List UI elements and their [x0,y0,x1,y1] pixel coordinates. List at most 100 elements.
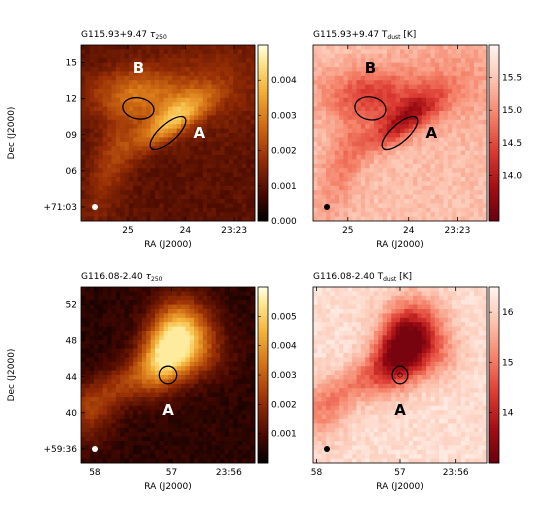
map-pixel [452,93,457,99]
map-pixel [102,53,108,59]
colorbar-step [258,112,268,116]
map-pixel [369,141,375,147]
map-pixel [133,379,138,385]
map-pixel [198,80,204,85]
map-pixel [460,93,466,99]
map-pixel [465,102,470,107]
map-pixel [465,207,470,213]
map-pixel [141,172,147,178]
map-pixel [181,436,186,442]
map-pixel [465,181,470,187]
map-pixel [215,168,221,173]
map-pixel [391,111,397,116]
map-pixel [128,427,134,433]
map-pixel [120,128,125,134]
map-pixel [339,84,344,90]
map-pixel [181,370,186,376]
map-pixel [159,295,165,301]
map-pixel [224,159,230,165]
map-pixel [102,89,108,94]
map-pixel [111,326,117,332]
map-pixel [146,62,151,68]
map-pixel [246,185,252,191]
map-pixel [94,133,99,138]
map-pixel [224,317,230,323]
map-pixel [94,199,99,204]
map-pixel [137,322,143,327]
map-pixel [94,405,99,411]
map-pixel [220,93,225,99]
map-pixel [115,366,121,371]
map-pixel [189,357,195,363]
map-pixel [378,111,383,116]
map-pixel [478,67,484,72]
map-pixel [94,163,99,169]
map-pixel [465,75,470,81]
map-pixel [478,124,484,129]
map-pixel [137,388,143,393]
map-pixel [98,119,104,125]
map-pixel [181,361,186,367]
map-pixel [172,155,178,160]
map-pixel [482,115,488,121]
map-pixel [430,141,436,147]
map-pixel [228,326,234,332]
map-pixel [141,115,147,121]
map-pixel [250,58,256,63]
map-pixel [107,111,112,116]
map-pixel [154,106,160,112]
colorbar-tick-label: 0.003 [271,111,297,121]
map-pixel [224,423,230,429]
map-pixel [460,137,466,143]
map-pixel [250,212,256,217]
map-pixel [111,102,117,107]
map-pixel [250,322,256,327]
map-pixel [246,207,252,213]
map-pixel [172,119,178,125]
map-pixel [120,58,125,63]
map-pixel [434,159,440,165]
map-pixel [85,445,91,451]
map-pixel [120,49,125,55]
map-pixel [159,75,165,81]
map-pixel [85,405,91,411]
map-pixel [181,124,186,129]
map-pixel [81,339,86,345]
map-pixel [417,155,423,160]
map-pixel [386,75,392,81]
map-pixel [176,313,182,319]
map-pixel [81,115,86,121]
map-pixel [124,436,130,442]
map-pixel [456,168,462,173]
map-pixel [439,75,444,81]
map-pixel [439,155,444,160]
map-pixel [141,128,147,134]
map-pixel [198,449,204,455]
map-pixel [124,146,130,151]
map-pixel [202,344,208,349]
map-pixel [107,357,112,363]
map-pixel [198,445,204,451]
map-pixel [85,137,91,143]
map-pixel [408,203,414,209]
map-pixel [250,207,256,213]
map-pixel [330,133,336,138]
map-pixel [141,295,147,301]
map-pixel [478,216,484,222]
map-pixel [421,181,427,187]
map-pixel [81,111,86,116]
map-pixel [198,45,204,50]
map-pixel [250,291,256,297]
map-pixel [456,203,462,209]
map-pixel [347,155,353,160]
map-pixel [159,339,165,345]
map-pixel [382,216,388,222]
map-pixel [189,97,195,103]
map-pixel [207,106,212,112]
map-pixel [124,357,130,363]
map-pixel [233,287,238,292]
map-pixel [417,67,423,72]
map-pixel [430,199,436,204]
map-pixel [478,155,484,160]
map-pixel [124,304,130,310]
